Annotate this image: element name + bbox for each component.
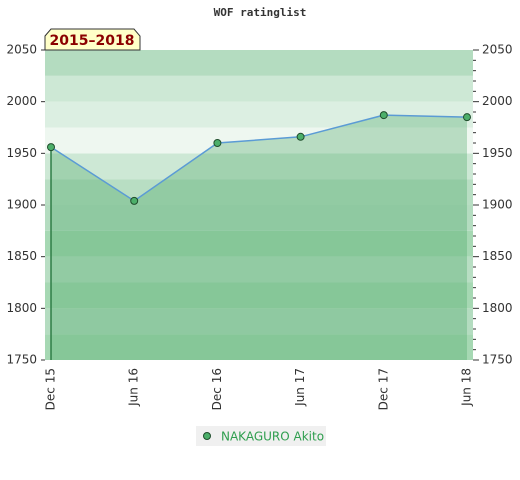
y2-tick-label: 2000 — [482, 94, 513, 108]
x-tick-label: Dec 15 — [44, 368, 58, 410]
point — [130, 196, 139, 205]
area — [51, 115, 467, 360]
background-band — [45, 75, 473, 102]
background-band — [45, 179, 473, 205]
background-band — [45, 101, 473, 128]
background-band — [45, 256, 473, 283]
y-tick-label: 2050 — [6, 43, 37, 57]
x-tick-label: Jun 18 — [460, 368, 474, 407]
background-band — [45, 308, 473, 335]
y2-tick-label: 1800 — [482, 301, 513, 315]
plot-area — [45, 50, 473, 360]
line — [50, 114, 468, 202]
point — [463, 113, 471, 122]
y2-tick-label: 2050 — [482, 43, 513, 57]
point — [296, 132, 305, 141]
background-band — [45, 153, 473, 180]
y2-tick-label: 1850 — [482, 249, 513, 263]
x-tick-label: Jun 17 — [293, 368, 307, 407]
x-tick-label: Jun 16 — [127, 368, 141, 407]
background-band — [45, 282, 473, 309]
y2-tick-label: 1900 — [482, 198, 513, 212]
y2-tick-label: 1750 — [482, 353, 513, 367]
chart-title: WOF ratinglist — [214, 6, 307, 19]
background-band — [45, 334, 473, 360]
background-band — [45, 230, 473, 257]
y-tick-label: 1950 — [6, 146, 37, 160]
point — [47, 143, 55, 152]
y-tick-label: 1800 — [6, 301, 37, 315]
legend-box — [196, 426, 326, 446]
y-tick-label: 1900 — [6, 198, 37, 212]
background-band — [45, 50, 473, 76]
x-tick-label: Dec 17 — [376, 368, 390, 410]
period-label: 2015–2018 — [50, 33, 135, 49]
x-tick-label: Dec 16 — [210, 368, 224, 410]
point — [379, 111, 388, 120]
legend-label: NAKAGURO Akito — [221, 430, 324, 444]
y-tick-label: 1750 — [6, 353, 37, 367]
background-band — [45, 205, 473, 231]
legend-marker — [203, 432, 211, 440]
point — [213, 139, 222, 147]
y2-tick-label: 1950 — [482, 146, 513, 160]
y-tick-label: 1850 — [6, 249, 37, 263]
y-tick-label: 2000 — [6, 94, 37, 108]
